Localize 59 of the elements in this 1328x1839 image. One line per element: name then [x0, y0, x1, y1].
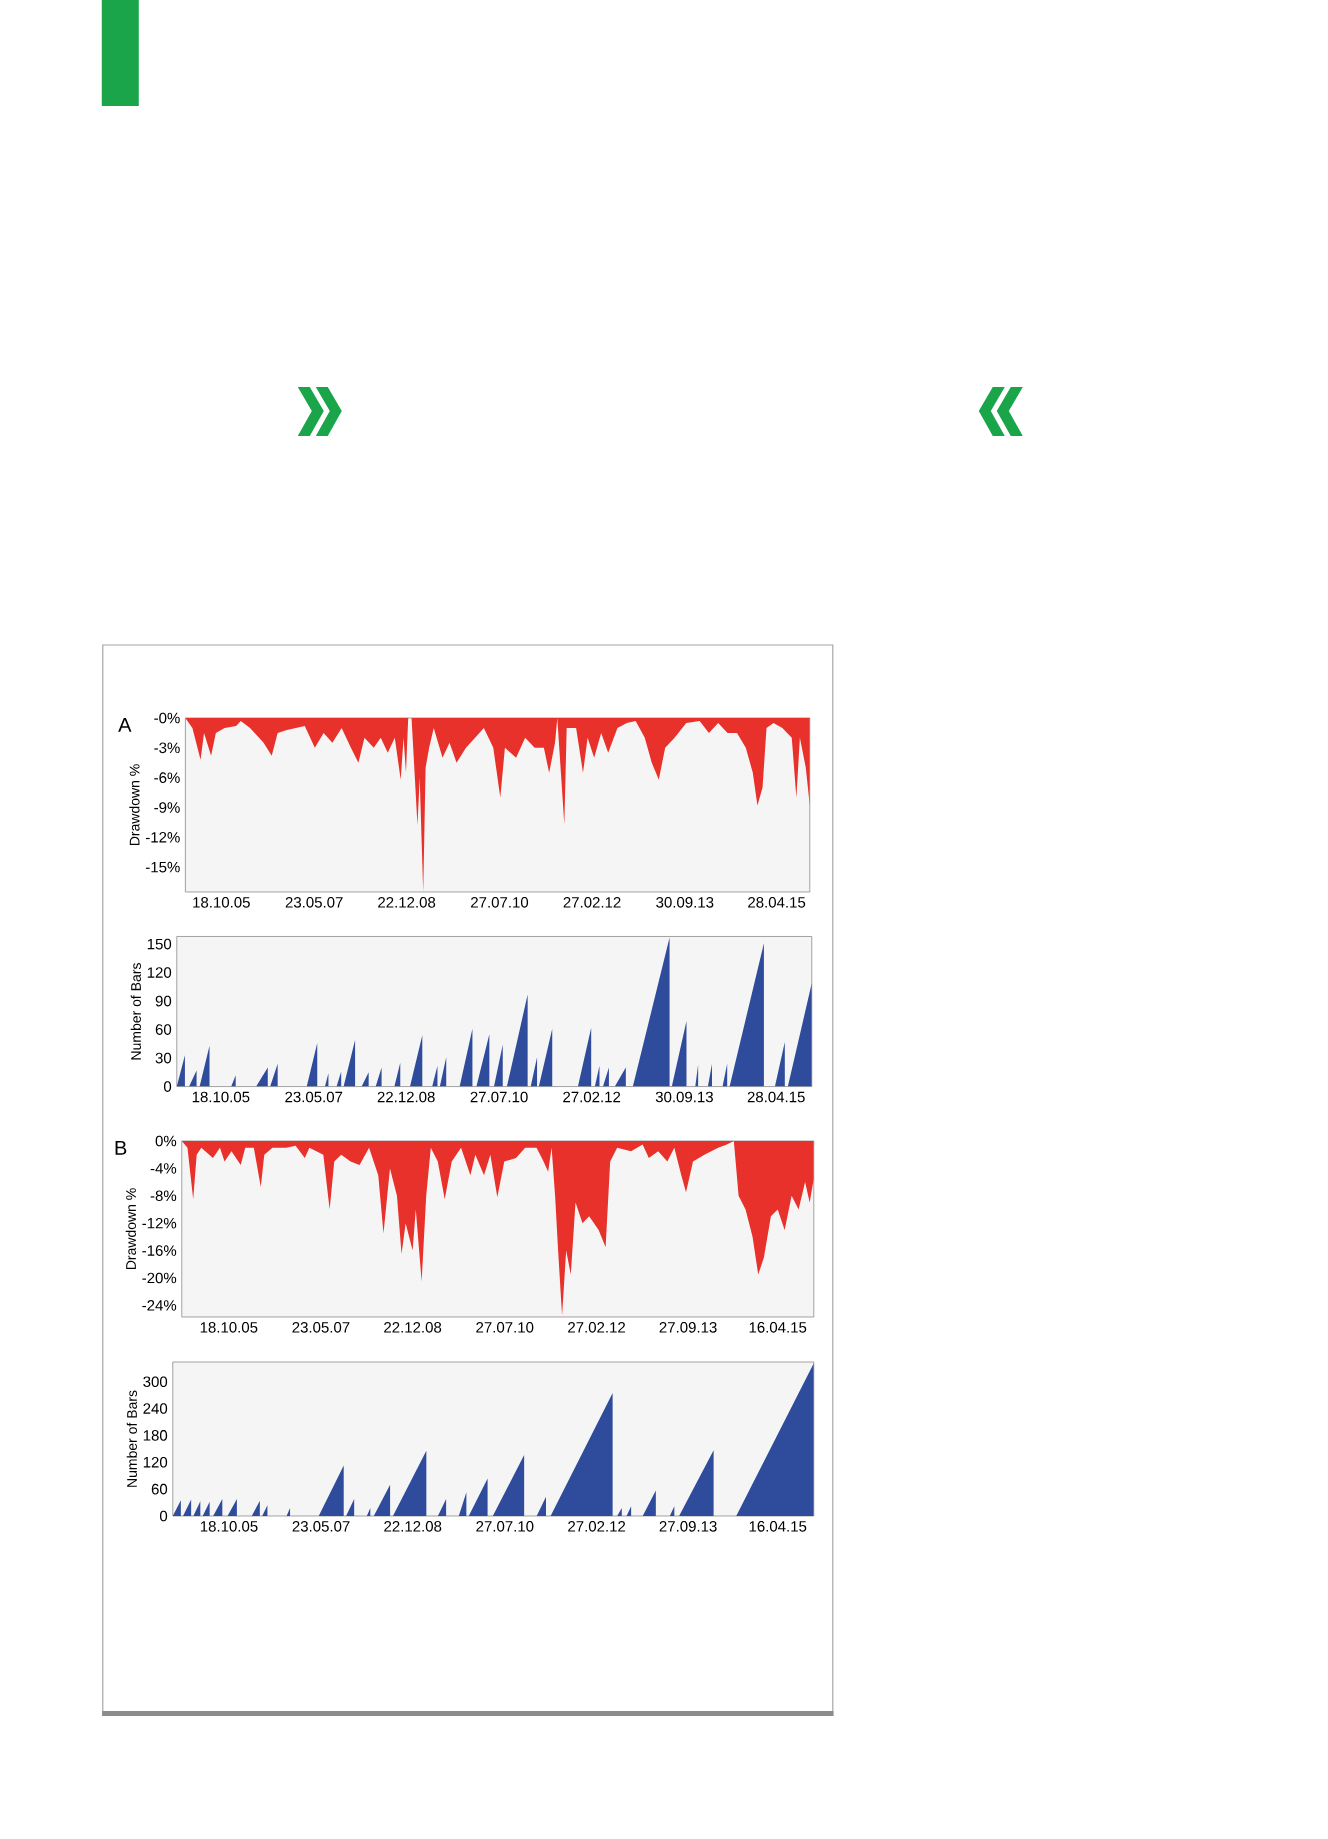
y-axis-title: Drawdown % — [125, 1188, 137, 1270]
y-tick-label: 0 — [164, 1081, 172, 1092]
x-tick-label: 18.10.05 — [200, 1322, 258, 1333]
x-tick-label: 22.12.08 — [378, 897, 436, 908]
y-axis-title: Drawdown % — [129, 764, 140, 846]
y-axis-title: Number of Bars — [126, 1390, 138, 1487]
x-tick-label: 30.09.13 — [655, 1091, 714, 1103]
x-tick-label: 22.12.08 — [377, 1091, 435, 1103]
x-tick-label: 23.05.07 — [292, 1521, 350, 1532]
y-tick-label: -12% — [142, 1217, 177, 1229]
y-tick-label: 180 — [143, 1430, 168, 1441]
y-tick-label: -16% — [142, 1245, 177, 1256]
y-tick-label: -15% — [146, 861, 180, 873]
x-tick-label: 22.12.08 — [384, 1322, 442, 1333]
y-tick-label: 60 — [155, 1024, 172, 1035]
y-tick-label: 60 — [151, 1483, 168, 1495]
x-tick-label: 22.12.08 — [384, 1521, 442, 1532]
x-tick-label: 23.05.07 — [292, 1322, 350, 1333]
y-tick-label: -9% — [154, 802, 180, 813]
x-tick-label: 27.02.12 — [568, 1521, 626, 1532]
x-tick-label: 27.09.13 — [659, 1521, 717, 1532]
x-tick-label: 27.02.12 — [563, 1091, 621, 1103]
y-tick-label: 150 — [147, 938, 172, 950]
text: B — [115, 1141, 127, 1155]
x-tick-label: 27.07.10 — [470, 1091, 528, 1103]
y-tick-label: 120 — [143, 1456, 168, 1468]
y-tick-label: 30 — [155, 1052, 172, 1064]
x-tick-label: 23.05.07 — [285, 1091, 343, 1103]
x-tick-label: 27.07.10 — [471, 897, 529, 908]
x-tick-label: 27.02.12 — [563, 897, 621, 908]
x-tick-label: 18.10.05 — [192, 1091, 250, 1103]
x-tick-label: 27.09.13 — [659, 1322, 717, 1333]
y-tick-label: -6% — [154, 772, 180, 783]
x-tick-label: 28.04.15 — [748, 897, 806, 908]
y-tick-label: -20% — [142, 1272, 177, 1284]
y-tick-label: 0 — [160, 1510, 168, 1522]
x-tick-label: 27.07.10 — [476, 1322, 534, 1333]
y-tick-label: 120 — [147, 967, 172, 978]
x-tick-label: 23.05.07 — [285, 897, 343, 908]
y-tick-label: -0% — [154, 712, 180, 724]
x-tick-label: 16.04.15 — [749, 1521, 807, 1532]
x-tick-label: 18.10.05 — [193, 897, 250, 908]
text: A — [118, 718, 132, 732]
x-tick-label: 27.07.10 — [476, 1521, 534, 1532]
x-tick-label: 30.09.13 — [656, 897, 714, 908]
x-tick-label: 18.10.05 — [201, 1521, 258, 1532]
x-tick-label: 16.04.15 — [749, 1322, 807, 1333]
y-axis-title: Number of Bars — [130, 963, 142, 1060]
x-tick-label: 28.04.15 — [747, 1091, 805, 1103]
y-tick-label: -3% — [154, 742, 180, 754]
y-tick-label: 0% — [155, 1135, 177, 1147]
y-tick-label: 240 — [143, 1403, 168, 1414]
y-tick-label: 300 — [143, 1376, 168, 1388]
y-tick-label: -8% — [150, 1190, 177, 1202]
y-tick-label: -12% — [146, 832, 180, 843]
y-tick-label: -4% — [150, 1163, 177, 1174]
y-tick-label: -24% — [142, 1300, 177, 1311]
x-tick-label: 27.02.12 — [568, 1322, 626, 1333]
y-tick-label: 90 — [155, 995, 172, 1007]
